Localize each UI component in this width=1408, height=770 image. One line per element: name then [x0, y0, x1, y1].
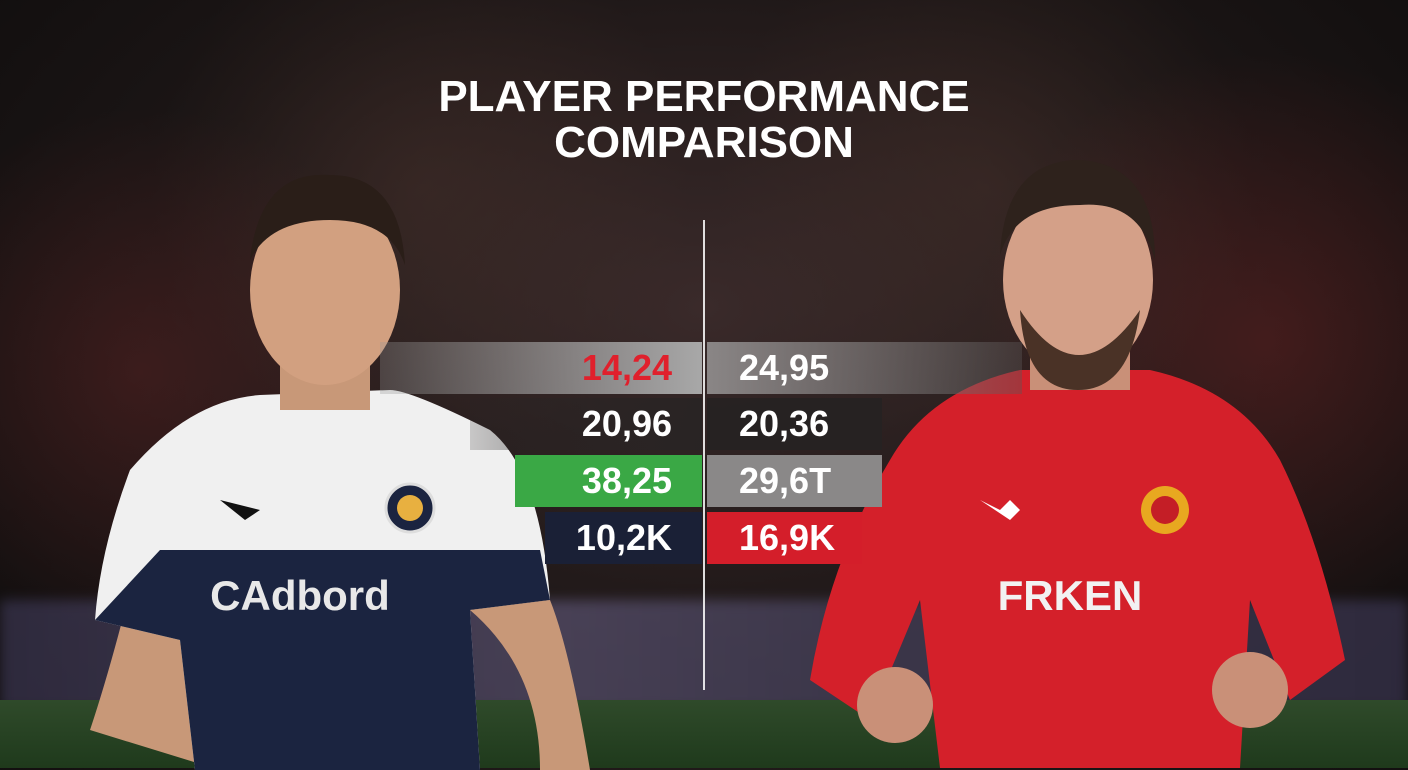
- left-stat-value: 38,25: [581, 460, 672, 501]
- right-stat-row-1: 24,95: [707, 342, 1022, 394]
- left-stat-value: 20,96: [581, 403, 672, 444]
- right-stat-value: 20,36: [739, 403, 830, 444]
- left-stat-row-2: 20,96: [470, 398, 702, 450]
- left-stat-value: 14,24: [581, 347, 672, 388]
- center-divider: [703, 220, 705, 690]
- page-title-line2: COMPARISON: [554, 118, 854, 167]
- under-armour-logo-icon: [980, 500, 1020, 520]
- left-stat-value: 10,2K: [575, 517, 672, 558]
- right-stat-value: 29,6T: [739, 460, 832, 501]
- puma-logo-icon: [220, 500, 260, 520]
- right-stat-value: 16,9K: [739, 517, 836, 558]
- left-player: CAdbord: [90, 174, 590, 770]
- page-title-line1: PLAYER PERFORMANCE: [438, 72, 970, 121]
- right-stat-row-2: 20,36: [707, 398, 882, 450]
- left-stat-row-1: 14,24: [380, 342, 702, 394]
- left-sponsor: CAdbord: [210, 572, 390, 619]
- left-stat-row-4: 10,2K: [545, 512, 702, 564]
- right-stat-row-3: 29,6T: [707, 455, 882, 507]
- right-stat-row-4: 16,9K: [707, 512, 862, 564]
- right-sponsor: FRKEN: [998, 572, 1143, 619]
- right-stat-value: 24,95: [739, 347, 830, 388]
- right-player: FRKEN: [810, 160, 1345, 768]
- left-stat-row-3: 38,25: [515, 455, 702, 507]
